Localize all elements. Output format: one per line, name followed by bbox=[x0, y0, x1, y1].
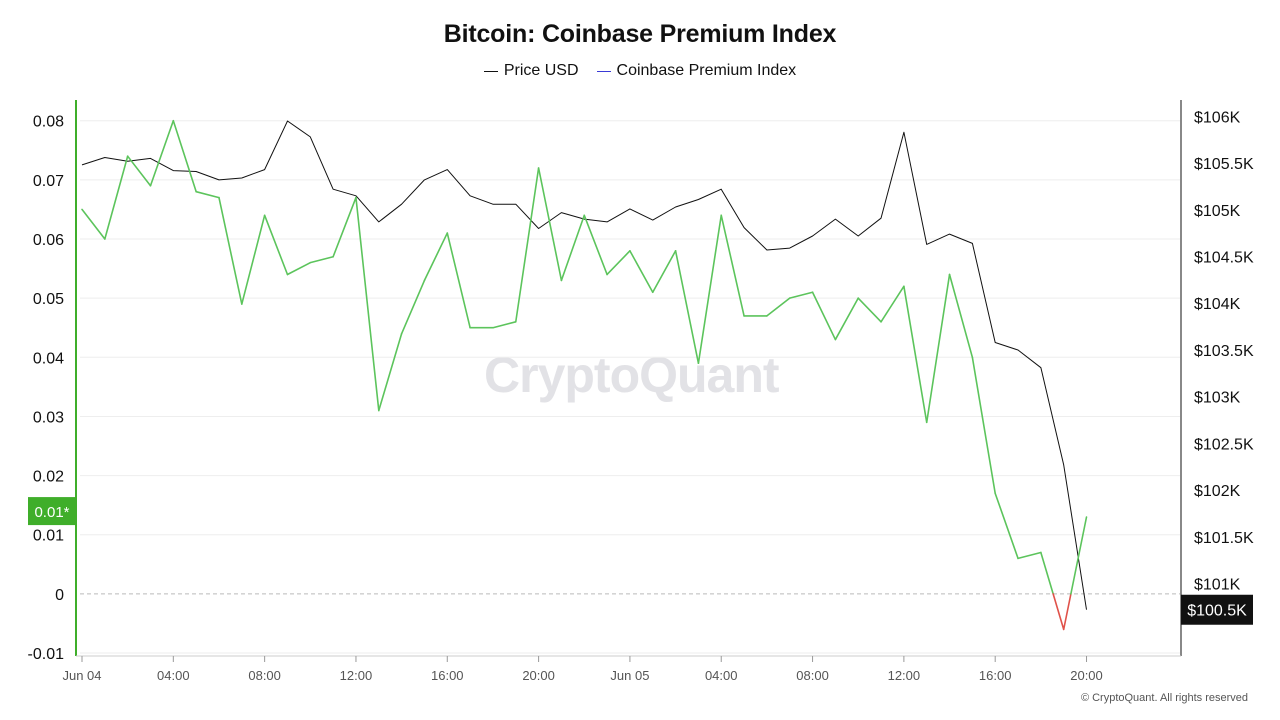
premium-segment bbox=[766, 297, 791, 317]
premium-segment bbox=[492, 321, 517, 329]
legend-swatch-premium bbox=[596, 70, 611, 72]
price-usd-line bbox=[81, 120, 1087, 610]
x-tick-label: Jun 04 bbox=[62, 668, 101, 683]
left-tick-label: -0.01 bbox=[28, 646, 65, 663]
premium-segment bbox=[720, 214, 745, 317]
x-tick-label: 16:00 bbox=[979, 668, 1012, 683]
left-tick-label: 0.06 bbox=[33, 232, 64, 249]
premium-segment bbox=[126, 155, 152, 187]
x-tick-label: 12:00 bbox=[340, 668, 373, 683]
legend-label-price: Price USD bbox=[503, 62, 579, 79]
legend-item-price[interactable]: Price USD bbox=[483, 62, 579, 80]
left-tick-label: 0.07 bbox=[33, 173, 64, 190]
left-tick-label: 0.08 bbox=[33, 114, 64, 131]
legend-swatch-price bbox=[483, 70, 498, 72]
price-current-badge bbox=[1181, 594, 1253, 625]
premium-segment bbox=[583, 214, 608, 276]
right-tick-label: $103K bbox=[1194, 390, 1241, 407]
premium-segment bbox=[971, 356, 997, 495]
premium-segment bbox=[1070, 516, 1088, 595]
premium-segment bbox=[697, 214, 723, 365]
premium-segment bbox=[674, 250, 700, 365]
premium-segment bbox=[811, 291, 837, 341]
left-tick-label: 0.04 bbox=[33, 350, 64, 367]
premium-segment bbox=[423, 232, 449, 282]
x-tick-label: 12:00 bbox=[888, 668, 921, 683]
chart-title: Bitcoin: Coinbase Premium Index bbox=[443, 20, 837, 48]
left-tick-label: 0 bbox=[55, 587, 64, 604]
premium-segment bbox=[104, 155, 129, 240]
premium-segment bbox=[1062, 593, 1072, 631]
copyright-text: © CryptoQuant. All rights reserved bbox=[1080, 692, 1248, 704]
premium-segment bbox=[948, 273, 974, 359]
premium-current-label: 0.01* bbox=[34, 504, 69, 521]
premium-segment bbox=[286, 261, 312, 276]
chart-legend: Price USD Coinbase Premium Index bbox=[0, 62, 1280, 80]
x-tick-label: 20:00 bbox=[1070, 668, 1103, 683]
grid-layer bbox=[80, 120, 1180, 654]
premium-segment bbox=[788, 291, 814, 299]
premium-segment bbox=[309, 255, 334, 264]
x-tick-label: 20:00 bbox=[522, 668, 555, 683]
premium-segment bbox=[218, 196, 243, 305]
watermark: CryptoQuant bbox=[484, 347, 780, 403]
left-tick-label: 0.03 bbox=[33, 409, 64, 426]
premium-segment bbox=[651, 250, 677, 294]
premium-segment bbox=[332, 196, 357, 258]
right-tick-label: $105K bbox=[1194, 203, 1241, 220]
right-tick-label: $102K bbox=[1194, 483, 1241, 500]
price-current-label: $100.5K bbox=[1187, 603, 1247, 620]
x-tick-label: 04:00 bbox=[157, 668, 190, 683]
premium-segment bbox=[81, 208, 106, 240]
premium-segment bbox=[446, 232, 471, 329]
premium-segment bbox=[537, 167, 563, 282]
premium-segment bbox=[149, 119, 175, 187]
badge-layer: 0.01* $100.5K bbox=[28, 497, 1253, 625]
legend-label-premium: Coinbase Premium Index bbox=[616, 62, 797, 79]
premium-segment bbox=[514, 167, 540, 323]
series-layer bbox=[81, 119, 1088, 631]
left-tick-label: 0.01 bbox=[33, 528, 64, 545]
premium-segment bbox=[903, 285, 928, 424]
premium-segment bbox=[857, 297, 882, 323]
premium-current-badge bbox=[28, 497, 76, 526]
premium-segment bbox=[880, 285, 905, 323]
premium-segment bbox=[172, 119, 197, 193]
premium-segment bbox=[263, 214, 289, 276]
right-tick-label: $106K bbox=[1194, 109, 1241, 126]
left-tick-label: 0.02 bbox=[33, 469, 64, 486]
axis-layer: 0.08 0.07 0.06 0.05 0.04 0.03 0.02 0.01 0 -0.01 $1… bbox=[28, 100, 1254, 683]
premium-segment bbox=[606, 250, 631, 276]
premium-segment bbox=[377, 332, 403, 412]
right-tick-label: $105.5K bbox=[1194, 156, 1254, 173]
right-tick-label: $101.5K bbox=[1194, 530, 1254, 547]
premium-segment bbox=[925, 273, 951, 424]
x-tick-label: Jun 05 bbox=[610, 668, 649, 683]
premium-segment bbox=[560, 214, 586, 282]
right-tick-label: $104.5K bbox=[1194, 250, 1254, 267]
right-tick-label: $103.5K bbox=[1194, 343, 1254, 360]
premium-segment bbox=[1040, 551, 1054, 595]
premium-segment bbox=[994, 492, 1019, 560]
premium-segment bbox=[1052, 593, 1065, 631]
premium-segment bbox=[1017, 551, 1042, 560]
x-tick-label: 04:00 bbox=[705, 668, 738, 683]
right-tick-label: $101K bbox=[1194, 577, 1241, 594]
left-tick-label: 0.05 bbox=[33, 291, 64, 308]
premium-segment bbox=[195, 190, 220, 199]
x-tick-label: 08:00 bbox=[796, 668, 829, 683]
legend-item-premium[interactable]: Coinbase Premium Index bbox=[596, 62, 797, 80]
right-tick-label: $104K bbox=[1194, 296, 1241, 313]
x-tick-label: 16:00 bbox=[431, 668, 464, 683]
premium-segment bbox=[629, 250, 654, 294]
premium-segment bbox=[400, 279, 426, 335]
premium-segment bbox=[355, 196, 380, 412]
x-tick-label: 08:00 bbox=[248, 668, 281, 683]
right-tick-label: $102.5K bbox=[1194, 436, 1254, 453]
premium-segment bbox=[241, 214, 266, 305]
premium-segment bbox=[834, 297, 860, 341]
